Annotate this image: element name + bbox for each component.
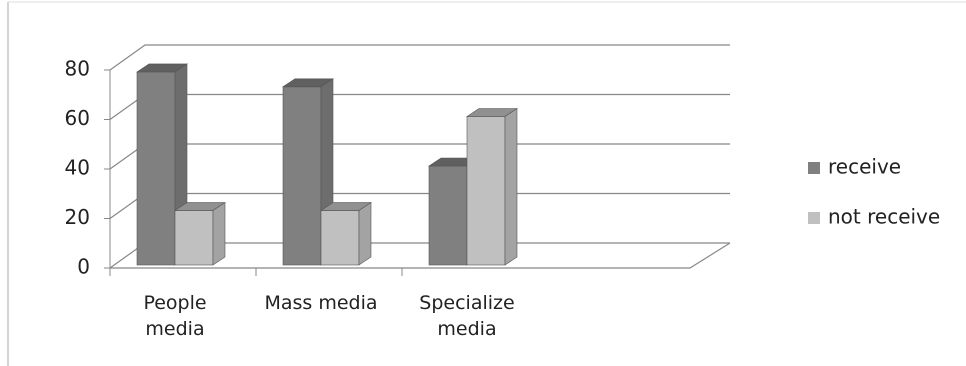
legend-swatch (808, 212, 820, 224)
grid-line (109, 93, 730, 120)
legend-swatch (808, 162, 820, 174)
y-tick-label: 60 (65, 106, 90, 130)
x-tick-label: Mass media (264, 292, 378, 314)
y-tick-label: 0 (77, 255, 90, 279)
bar-side (504, 107, 518, 266)
bar-side (212, 201, 226, 266)
bar-front (282, 86, 322, 266)
grid-line (109, 44, 730, 71)
y-tick-label: 40 (65, 156, 90, 180)
grid-line (109, 143, 730, 170)
y-tick-label: 20 (65, 205, 90, 229)
floor (110, 242, 731, 269)
x-tick-label: Specialize media (419, 292, 515, 340)
bar (320, 201, 372, 266)
bar-front (428, 165, 468, 266)
bar (466, 107, 518, 266)
bar-front (466, 116, 506, 266)
legend-label: receive (828, 155, 901, 179)
bar-front (174, 210, 214, 266)
x-tick-label: People media (143, 292, 207, 340)
y-tick-label: 80 (65, 57, 90, 81)
bar (174, 201, 226, 266)
bar-front (320, 210, 360, 266)
bar-side (358, 201, 372, 266)
bar-front (136, 71, 176, 266)
legend-label: not receive (828, 205, 940, 229)
